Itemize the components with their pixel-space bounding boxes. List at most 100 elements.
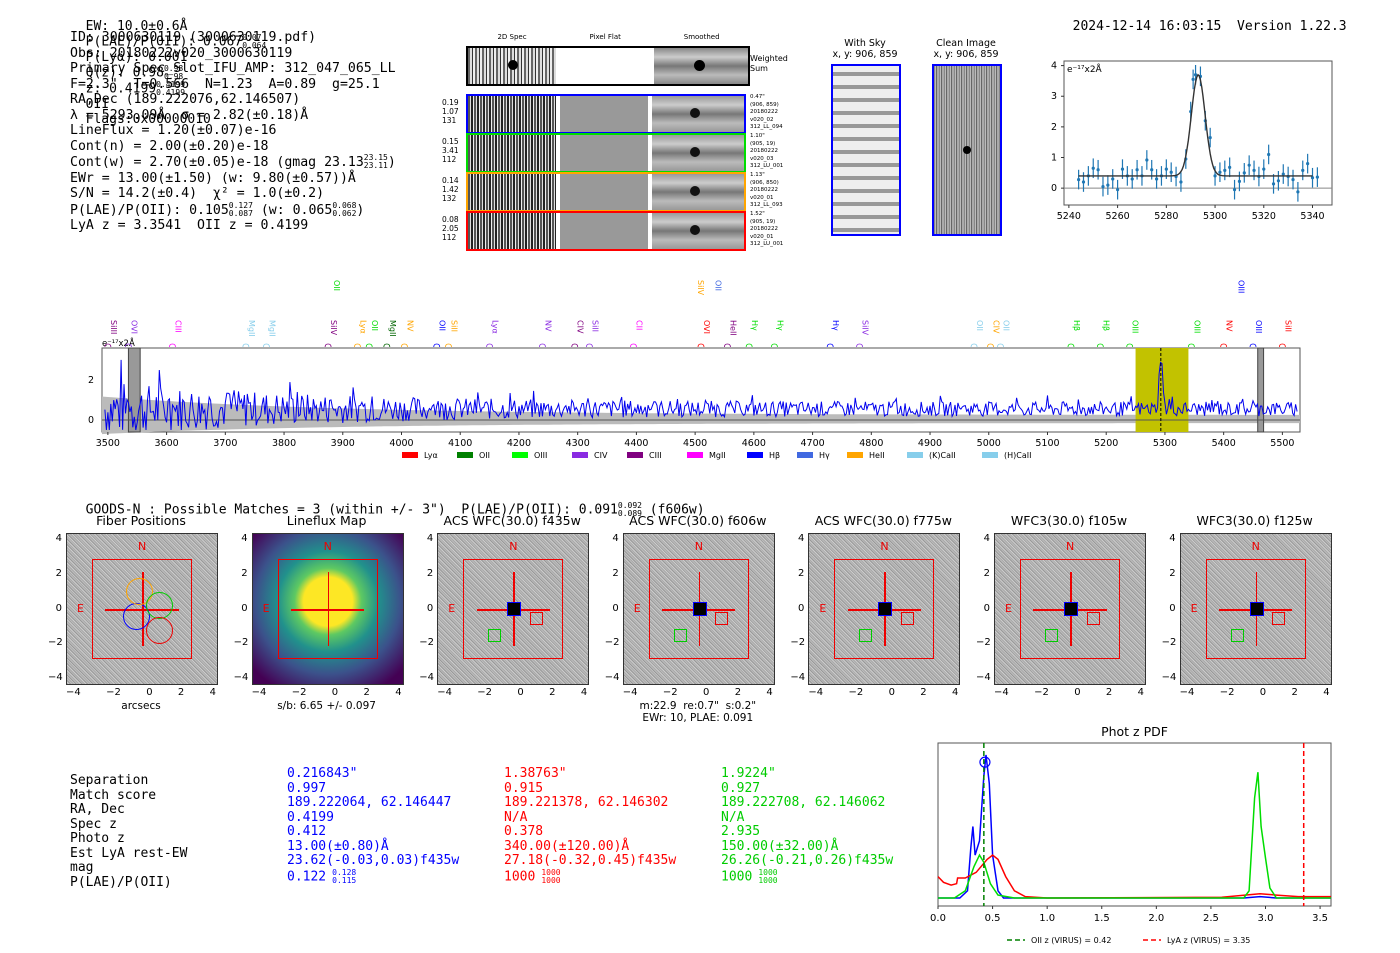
x-tick-label: 1.0 — [1039, 913, 1055, 924]
info-plae: P(LAE)/P(OII): 0.105 0.127 0.087 (w: 0.065… — [70, 200, 396, 219]
stamp-x-ticks: −4 −2 0 2 4 — [808, 687, 958, 698]
data-point — [1101, 185, 1105, 189]
cutout-source-blob — [690, 108, 700, 118]
info-contn: Cont(n) = 2.00(±0.20)e-18 — [70, 138, 269, 154]
y-tick-label: 2 — [1169, 567, 1176, 579]
match-plae-range: 1000 1000 — [758, 868, 777, 885]
line-label: NV — [539, 320, 552, 348]
match-marker-green — [488, 629, 502, 642]
line-label: SiII — [1278, 320, 1292, 348]
y-tick-label: 1 — [1051, 153, 1057, 164]
stamp-title: ACS WFC(30.0) f435w — [443, 513, 581, 528]
legend-label: (K)CaII — [929, 451, 956, 460]
x-tick-label: 3700 — [213, 438, 237, 449]
cutout-row-meta-line: 0.47" — [750, 94, 765, 100]
y-tick-label: 4 — [983, 533, 990, 544]
info-primary: Primary Spec_Slot_IFU_AMP: 312_047_065_L… — [70, 61, 396, 76]
match-marker-blue — [1249, 602, 1264, 616]
line-label-text: OIII — [1254, 320, 1263, 333]
x-tick-label: −4 — [66, 687, 81, 698]
cutout-gap — [648, 96, 652, 132]
weighted-sum-label: Weighted Sum — [750, 54, 788, 73]
data-point — [1145, 158, 1149, 162]
photz-pdf-chart: Phot z PDF 0.0 0.5 1.0 1.5 2.0 2.5 3.0 3.5 OII z … — [930, 724, 1332, 945]
match-cell: 1.38763" — [504, 766, 567, 781]
match-cell: 189.222708, 62.146062 — [721, 795, 886, 810]
line-label: NV — [1220, 320, 1234, 348]
line-label-bracket — [571, 343, 579, 348]
cutout-smoothed-image — [652, 174, 744, 210]
x-tick-label: −4 — [994, 687, 1009, 698]
cutout-row-meta-line: 20180222 — [750, 109, 778, 115]
info-sn: S/N = 14.2(±0.4) χ² = 1.0(±0.2) — [70, 186, 325, 201]
y-tick-label: 2 — [983, 567, 990, 579]
line-label: NV — [401, 320, 414, 348]
col-label-2dspec: 2D Spec — [497, 33, 527, 41]
y-tick-label: 4 — [241, 533, 248, 544]
cutout-row-frame — [466, 94, 746, 134]
cutout-row-meta-line: 1.52" — [750, 211, 765, 217]
header-qz-hi: 0.98 — [163, 64, 184, 73]
match-plae-hi: 0.128 — [332, 867, 357, 877]
line-label: SiIV — [856, 320, 870, 348]
legend-swatch — [797, 452, 813, 458]
east-label: E — [1005, 602, 1012, 615]
y-tick-label: 2 — [798, 567, 805, 579]
stamp-y-ticks: −4 −2 0 2 4 — [48, 533, 63, 683]
aperture-box — [1205, 559, 1306, 659]
line-label: CIV — [987, 320, 1001, 348]
legend-swatch — [747, 452, 763, 458]
match-marker-blue — [1064, 602, 1078, 616]
data-point — [1306, 162, 1310, 166]
cutout-row-stats: 0.14 1.42 132 — [442, 176, 464, 203]
data-point — [1247, 163, 1251, 167]
stamp-x-ticks: −4 −2 0 2 4 — [1180, 687, 1330, 698]
match-cell: 1000 1000 1000 — [721, 867, 778, 885]
data-point — [1296, 190, 1300, 194]
data-point — [1150, 168, 1154, 172]
line-label-bracket — [539, 343, 546, 348]
cutout-row-stat: 112 — [442, 233, 457, 242]
stamp-title: ACS WFC(30.0) f606w — [629, 513, 767, 528]
y-tick-label: −4 — [48, 672, 63, 683]
data-point — [1116, 188, 1120, 192]
line-label-text: SiIII — [109, 320, 118, 334]
match-cell: 0.378 — [504, 824, 544, 839]
match-cell: 0.997 — [287, 780, 327, 796]
legend-label: MgII — [709, 451, 726, 460]
x-tick-label: 4700 — [800, 438, 824, 449]
data-point — [1218, 170, 1222, 174]
data-point — [1081, 180, 1086, 184]
cutout-row-meta: 1.13" (906, 850) 20180222 v020_01 312_LL_093 — [750, 172, 783, 210]
match-marker-red — [901, 612, 915, 626]
cutout-row-meta-line: v020_03 — [750, 155, 774, 162]
cutout-pixelflat-image — [560, 96, 648, 132]
x-tick-label: 4300 — [566, 438, 590, 449]
east-label: E — [262, 602, 270, 615]
line-label: SiIV — [324, 320, 338, 348]
data-point — [1154, 177, 1159, 181]
match-plae-hi: 1000 — [541, 867, 561, 877]
aperture-box — [834, 559, 935, 659]
info-lambda: λ = 5293.09Å σ = 2.82(±0.18)Å — [70, 107, 309, 123]
x-tick-label: 0 — [1259, 687, 1267, 698]
match-row-label: mag — [70, 860, 94, 875]
catalog-summary-lo: 0.089 — [617, 509, 642, 518]
data-point — [1106, 183, 1110, 187]
line-label-bracket — [997, 343, 1004, 348]
line-label-text: NV — [1225, 320, 1234, 332]
info-plae-hi: 0.127 — [228, 200, 253, 210]
east-label: E — [448, 602, 456, 615]
line-label-bracket — [826, 343, 834, 348]
y-tick-label: 3 — [1051, 91, 1057, 102]
x-tick-label: −4 — [1179, 687, 1195, 698]
y-tick-label: 2 — [612, 567, 619, 579]
match-marker-green — [1230, 629, 1244, 642]
line-label-text: Hβ — [1101, 320, 1110, 331]
x-tick-label: 0.5 — [985, 913, 1001, 924]
header-z-hi: 0.4199 — [156, 80, 186, 89]
match-plae-lo: 1000 — [541, 875, 561, 885]
data-point — [1135, 168, 1139, 172]
